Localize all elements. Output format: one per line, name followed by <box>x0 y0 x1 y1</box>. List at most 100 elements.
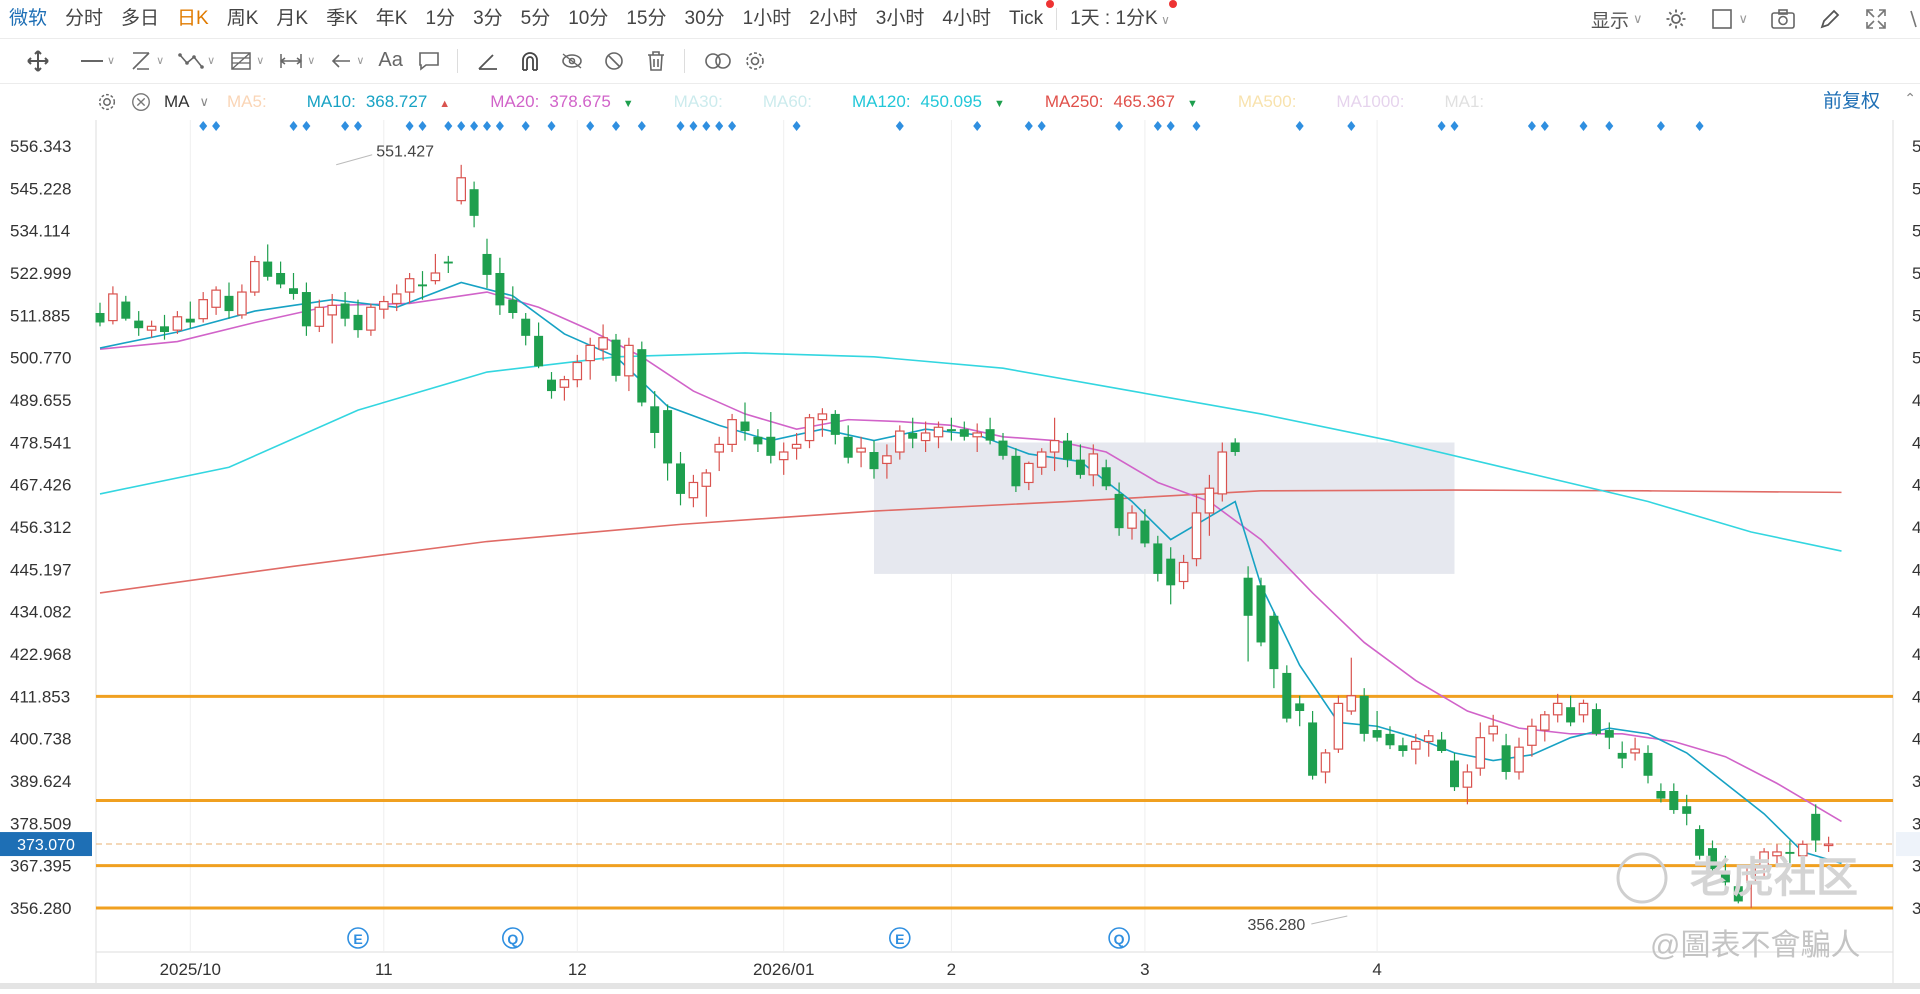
signal-diamond <box>354 121 362 131</box>
candle-up <box>1475 722 1486 776</box>
event-marker-circle <box>888 927 911 949</box>
kline-chart-svg[interactable]: 556.343 556.343 545.228 545.228 534.114 534.1… <box>0 120 1920 989</box>
move-crosshair-icon[interactable] <box>26 49 50 73</box>
period-tab-13[interactable]: 30分 <box>684 8 725 29</box>
candle-body <box>1630 748 1640 754</box>
measure-tool[interactable]: ∨ <box>278 49 315 73</box>
adjust-mode-button[interactable]: 前复权 <box>1822 91 1880 112</box>
period-tab-10[interactable]: 5分 <box>520 8 551 29</box>
collapse-icon[interactable]: ⌃ <box>1904 90 1916 106</box>
fullscreen-icon[interactable] <box>1864 7 1888 31</box>
range-selector[interactable]: 1天 : 1分K ∨ <box>1061 0 1179 38</box>
arrow-down-icon: ▼ <box>994 98 1005 110</box>
camera-icon[interactable] <box>1770 7 1796 31</box>
period-tab-9[interactable]: 3分 <box>473 8 503 29</box>
trash-icon[interactable] <box>644 49 668 73</box>
candle-body <box>791 443 802 449</box>
chevron-down-icon: ∨ <box>1632 11 1643 26</box>
gap-zone <box>874 442 1455 574</box>
candle-body <box>1204 487 1215 514</box>
right-y-tick-label: 478.541 <box>1912 433 1920 452</box>
candle-down <box>495 257 505 315</box>
watermark-logo-icon <box>1616 852 1668 904</box>
ma-item-4[interactable]: MA60: <box>763 92 812 112</box>
candle-body <box>1759 851 1769 868</box>
period-tab-18[interactable]: Tick <box>1000 0 1055 38</box>
period-tab-5[interactable]: 月K <box>276 8 309 29</box>
candle-down <box>1669 783 1679 814</box>
ma-item-5[interactable]: MA120: 450.095 ▼ <box>852 92 1005 112</box>
fibonacci-tool[interactable]: ∨ <box>229 49 264 73</box>
y-tick-label: 500.770 <box>10 349 71 368</box>
candle-down <box>121 295 131 321</box>
candle-body <box>727 419 737 445</box>
comment-icon[interactable] <box>417 49 441 73</box>
period-tab-6[interactable]: 季K <box>326 8 358 29</box>
candle-body <box>1823 843 1834 847</box>
candle-up <box>1127 505 1137 540</box>
candle-down <box>185 301 195 329</box>
candle-up <box>624 337 634 392</box>
right-y-tick-label: 511.885 <box>1912 306 1920 325</box>
angle-tool-icon[interactable] <box>476 49 500 73</box>
more-icon[interactable] <box>1910 7 1920 31</box>
settings-gear-icon[interactable] <box>1664 7 1688 31</box>
ma-item-9[interactable]: MA1: <box>1444 92 1484 112</box>
right-y-tick-label: 389.624 <box>1912 772 1920 791</box>
ma-settings-gear-icon[interactable] <box>96 91 118 113</box>
period-tab-2[interactable]: 多日 <box>121 8 160 29</box>
period-tab-17[interactable]: 4小时 <box>942 8 991 29</box>
ma-item-7[interactable]: MA500: <box>1238 92 1297 112</box>
trend-line-tool[interactable]: ∨ <box>129 49 164 73</box>
chevron-down-icon[interactable]: ∨ <box>199 94 210 109</box>
candle-body <box>701 472 712 487</box>
period-tab-14[interactable]: 1小时 <box>742 8 792 29</box>
ma-name: MA5: <box>227 92 267 111</box>
candle-body <box>637 349 647 403</box>
text-tool[interactable]: Aa <box>378 49 402 72</box>
right-y-tick-label: 534.114 <box>1912 222 1920 241</box>
ma-item-8[interactable]: MA1000: <box>1336 92 1404 112</box>
compare-icon[interactable] <box>703 49 733 73</box>
layout-toggle[interactable]: ∨ <box>1710 7 1748 31</box>
period-tab-4[interactable]: 周K <box>226 8 259 29</box>
candle-body <box>263 261 273 277</box>
period-tab-15[interactable]: 2小时 <box>809 8 858 29</box>
arrow-tool[interactable]: ∨ <box>329 49 364 73</box>
signal-markers <box>199 121 1704 131</box>
magnet-icon[interactable] <box>518 49 542 73</box>
polyline-tool[interactable]: ∨ <box>178 49 215 73</box>
candle-up <box>211 286 221 315</box>
drawing-settings-gear-icon[interactable] <box>743 49 767 73</box>
candle-down <box>650 391 660 449</box>
display-menu[interactable]: 显示 ∨ <box>1591 6 1643 33</box>
last-price-label: 373.070 <box>17 837 75 854</box>
ma-label[interactable]: MA <box>164 92 190 111</box>
ma-close-icon[interactable] <box>130 91 152 113</box>
period-tab-7[interactable]: 年K <box>375 8 408 29</box>
period-tab-0[interactable]: 微软 <box>9 8 48 29</box>
period-tab-12[interactable]: 15分 <box>626 8 667 29</box>
period-tab-16[interactable]: 3小时 <box>875 8 925 29</box>
ma-item-2[interactable]: MA20: 378.675 ▼ <box>490 92 633 112</box>
ma-item-3[interactable]: MA30: <box>674 92 723 112</box>
period-tab-3[interactable]: 日K <box>177 8 209 29</box>
ma-item-1[interactable]: MA10: 368.727 ▲ <box>307 92 450 112</box>
chart-scrollbar[interactable] <box>0 983 1920 989</box>
line-tool[interactable]: ∨ <box>80 54 115 67</box>
candle-body <box>469 189 479 216</box>
period-tab-8[interactable]: 1分 <box>425 8 456 29</box>
ma-item-6[interactable]: MA250: 465.367 ▼ <box>1045 92 1198 112</box>
lock-drawing-icon[interactable] <box>560 49 584 73</box>
ma-item-0[interactable]: MA5: <box>227 92 267 112</box>
period-tab-1[interactable]: 分时 <box>65 8 104 29</box>
candle-down <box>1450 752 1459 791</box>
hide-drawing-icon[interactable] <box>602 49 626 73</box>
candle-body <box>340 303 350 319</box>
candle-body <box>1527 725 1537 746</box>
right-y-tick-label: 500.770 <box>1912 349 1920 368</box>
kline-chart[interactable]: 556.343 556.343 545.228 545.228 534.114 534.1… <box>0 120 1920 989</box>
pencil-icon[interactable] <box>1818 7 1842 31</box>
candle-body <box>95 312 105 323</box>
period-tab-11[interactable]: 10分 <box>568 8 609 29</box>
